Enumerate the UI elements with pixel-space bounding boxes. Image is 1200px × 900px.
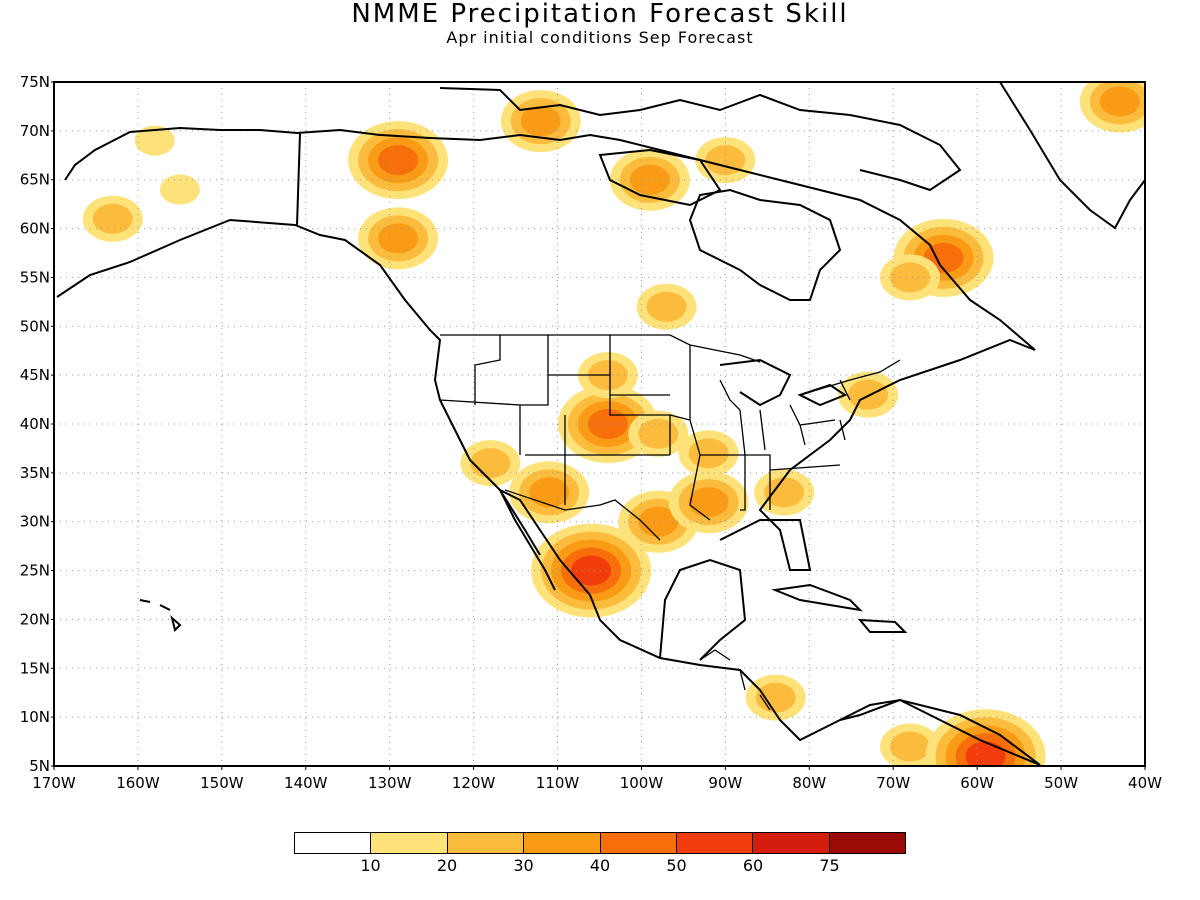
skill-region <box>629 164 670 195</box>
lon-tick-label: 110W <box>536 774 580 792</box>
skill-region <box>755 682 796 713</box>
lat-tick-label: 35N <box>20 464 50 482</box>
lat-tick-label: 30N <box>20 513 50 531</box>
colorbar-label: 60 <box>742 856 764 875</box>
colorbar-labels: 10 20 30 40 50 60 75 <box>294 856 906 876</box>
lon-tick-label: 80W <box>792 774 826 792</box>
coastline-hudson-bay <box>688 188 842 301</box>
colorbar-label: 40 <box>589 856 611 875</box>
colorbar-label: 10 <box>360 856 381 875</box>
skill-region <box>646 291 687 322</box>
coastline-great-lakes <box>719 358 848 407</box>
skill-region <box>159 174 200 205</box>
colorbar-label: 30 <box>513 856 534 875</box>
coastline-baja <box>499 489 556 591</box>
lat-tick-label: 75N <box>20 73 50 91</box>
colorbar-label: 75 <box>819 856 840 875</box>
colorbar-label: 20 <box>436 856 458 875</box>
skill-region <box>688 487 729 518</box>
map-frame <box>53 81 1146 767</box>
us-canada-border <box>440 334 901 396</box>
lat-tick-label: 70N <box>20 122 50 140</box>
skill-region <box>378 145 419 176</box>
lat-tick-label: 65N <box>20 171 50 189</box>
coastline-south-america <box>839 698 1041 766</box>
skill-region <box>134 125 175 156</box>
map-axes: 75N 70N 65N 60N 55N 50N 45N 40N 35N 30N 25N 20N 15N 1… <box>20 73 1162 792</box>
skill-region <box>688 438 729 469</box>
map-subtitle: Apr initial conditions Sep Forecast <box>446 28 754 47</box>
colorbar-swatch <box>371 833 448 853</box>
lon-tick-label: 150W <box>200 774 244 792</box>
lat-tick-label: 55N <box>20 268 50 286</box>
map-title: NMME Precipitation Forecast Skill <box>351 0 849 29</box>
lat-tick-label: 50N <box>20 317 50 335</box>
colorbar-label: 50 <box>666 856 687 875</box>
lat-tick-label: 60N <box>20 220 50 238</box>
skill-region <box>378 223 419 254</box>
colorbar-legend <box>294 832 906 854</box>
skill-region <box>520 106 561 137</box>
lat-tick-label: 45N <box>20 366 50 384</box>
lat-tick-label: 20N <box>20 610 50 628</box>
skill-region <box>848 379 889 410</box>
lon-tick-label: 100W <box>620 774 664 792</box>
skill-region <box>890 731 931 762</box>
skill-region <box>470 448 511 479</box>
lon-tick-label: 60W <box>960 774 994 792</box>
lon-tick-label: 90W <box>708 774 742 792</box>
colorbar-swatch <box>600 833 677 853</box>
lat-tick-label: 10N <box>20 708 50 726</box>
skill-region <box>529 477 570 508</box>
colorbar-swatch <box>829 833 905 853</box>
lon-tick-label: 140W <box>284 774 328 792</box>
skill-region <box>764 477 805 508</box>
skill-region <box>890 262 931 293</box>
coastline-cuba <box>771 583 863 612</box>
lat-tick-label: 15N <box>20 659 50 677</box>
lon-tick-label: 70W <box>876 774 910 792</box>
lon-tick-label: 130W <box>368 774 412 792</box>
skill-region <box>638 418 679 449</box>
lat-tick-label: 25N <box>20 562 50 580</box>
coastline-greenland <box>999 82 1145 230</box>
lon-tick-label: 40W <box>1128 774 1162 792</box>
central-america-borders <box>699 649 771 711</box>
skill-shading-layer <box>82 82 1145 766</box>
skill-region <box>587 409 628 439</box>
skill-region <box>571 555 612 586</box>
lat-tick-label: 40N <box>20 415 50 433</box>
lon-tick-label: 170W <box>32 774 76 792</box>
skill-region <box>92 203 133 234</box>
political-borders <box>439 334 901 711</box>
lat-tick-label: 5N <box>29 757 50 775</box>
colorbar-swatch <box>524 833 601 853</box>
skill-region <box>638 506 679 537</box>
coastline-hispaniola <box>857 618 908 633</box>
colorbar-swatch <box>676 833 754 853</box>
lon-tick-label: 50W <box>1044 774 1078 792</box>
coastline-north-america <box>56 126 1041 766</box>
colorbar-swatch <box>295 833 372 853</box>
skill-region <box>1099 86 1140 117</box>
lon-tick-label: 160W <box>116 774 160 792</box>
colorbar-swatch <box>753 833 830 853</box>
coastline-arctic-islands <box>439 87 962 207</box>
coastline-hawaii <box>139 599 182 632</box>
graticule <box>54 82 1145 766</box>
us-mexico-border <box>504 489 661 541</box>
lon-tick-label: 120W <box>452 774 496 792</box>
us-state-borders <box>439 335 851 521</box>
colorbar-swatch <box>447 833 525 853</box>
